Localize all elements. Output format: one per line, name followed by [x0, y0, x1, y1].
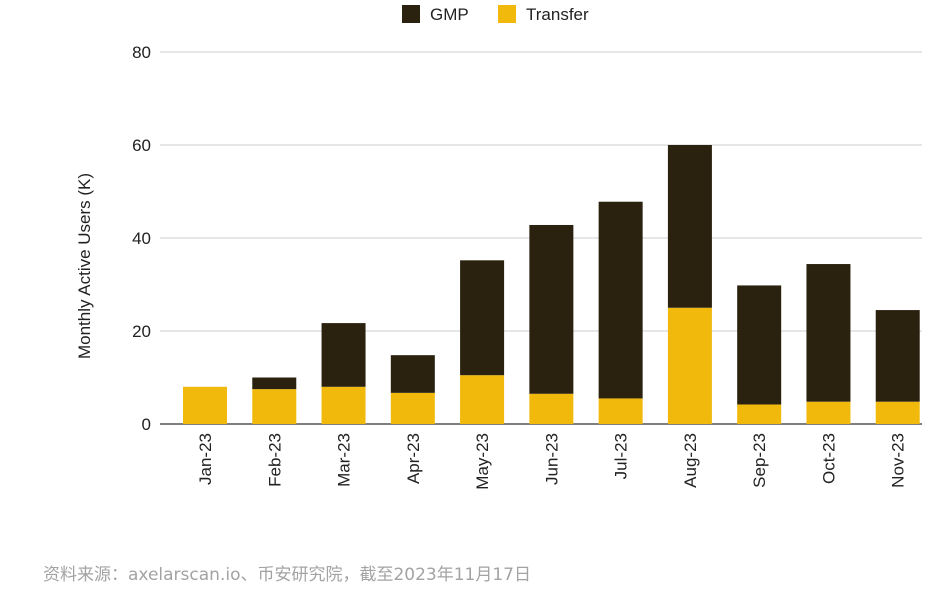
x-tick-label: Jun-23	[542, 433, 561, 485]
bar-transfer-sep-23	[737, 404, 782, 424]
x-tick-label: Feb-23	[265, 433, 284, 487]
bar-transfer-apr-23	[390, 392, 435, 424]
bar-gmp-jul-23	[598, 201, 643, 399]
bar-transfer-nov-23	[875, 401, 920, 424]
x-axis: Jan-23 Feb-23 Mar-23 Apr-23 May-23 Jun-23 Jul-…	[196, 433, 908, 490]
bar-transfer-jul-23	[598, 398, 643, 424]
bar-gmp-nov-23	[875, 310, 920, 402]
bar-gmp-feb-23	[252, 377, 297, 390]
y-tick-label: 0	[142, 415, 151, 434]
bar-gmp-sep-23	[737, 285, 782, 405]
bar-gmp-may-23	[460, 260, 505, 376]
x-tick-label: Sep-23	[750, 433, 769, 488]
y-axis-label: Monthly Active Users (K)	[75, 173, 94, 359]
bar-transfer-jun-23	[529, 393, 574, 424]
legend-swatch-gmp	[402, 5, 420, 23]
legend-label-transfer: Transfer	[526, 5, 589, 24]
legend-label-gmp: GMP	[430, 5, 469, 24]
bar-transfer-may-23	[460, 375, 505, 424]
bars	[183, 145, 920, 424]
y-axis: 0 20 40 60 80	[132, 43, 151, 434]
y-tick-label: 80	[132, 43, 151, 62]
bar-gmp-apr-23	[390, 355, 435, 393]
bar-transfer-mar-23	[321, 386, 366, 424]
x-tick-label: Jul-23	[612, 433, 631, 479]
y-tick-label: 20	[132, 322, 151, 341]
x-tick-label: Nov-23	[889, 433, 908, 488]
bar-transfer-aug-23	[667, 307, 712, 424]
x-tick-label: May-23	[473, 433, 492, 490]
bar-gmp-aug-23	[667, 145, 712, 308]
x-tick-label: Jan-23	[196, 433, 215, 485]
bar-gmp-mar-23	[321, 323, 366, 387]
x-tick-label: Apr-23	[404, 433, 423, 484]
bar-transfer-jan-23	[183, 386, 227, 424]
y-tick-label: 60	[132, 136, 151, 155]
x-tick-label: Mar-23	[335, 433, 354, 487]
bar-transfer-oct-23	[806, 401, 851, 424]
legend: GMP Transfer	[402, 5, 589, 24]
x-tick-label: Oct-23	[819, 433, 838, 484]
bar-gmp-oct-23	[806, 264, 851, 402]
bar-gmp-jun-23	[529, 224, 574, 394]
y-tick-label: 40	[132, 229, 151, 248]
x-tick-label: Aug-23	[681, 433, 700, 488]
bar-transfer-feb-23	[252, 389, 297, 424]
source-note: 资料来源：axelarscan.io、币安研究院，截至2023年11月17日	[43, 565, 531, 585]
legend-swatch-transfer	[498, 5, 516, 23]
